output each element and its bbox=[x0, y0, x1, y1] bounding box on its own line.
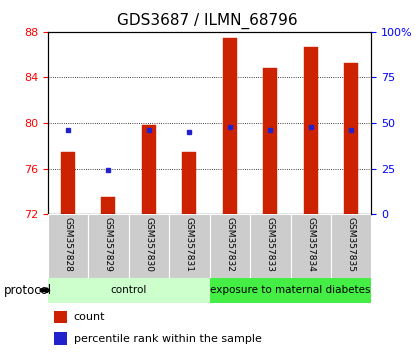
Text: control: control bbox=[110, 285, 147, 295]
Bar bbox=[223, 38, 237, 214]
Bar bbox=[331, 214, 371, 278]
Text: GSM357831: GSM357831 bbox=[185, 217, 194, 272]
Bar bbox=[344, 63, 358, 214]
Bar bbox=[48, 278, 210, 303]
Text: protocol: protocol bbox=[4, 284, 52, 297]
Bar bbox=[263, 68, 277, 214]
Text: percentile rank within the sample: percentile rank within the sample bbox=[73, 333, 261, 343]
Bar bbox=[182, 152, 196, 214]
Bar bbox=[129, 214, 169, 278]
Bar bbox=[88, 214, 129, 278]
Bar bbox=[54, 311, 67, 324]
Bar bbox=[101, 197, 115, 214]
Bar bbox=[61, 152, 75, 214]
Text: GSM357833: GSM357833 bbox=[266, 217, 275, 272]
Text: GSM357830: GSM357830 bbox=[144, 217, 154, 272]
Text: GSM357832: GSM357832 bbox=[225, 217, 234, 272]
Bar bbox=[304, 47, 318, 214]
Bar bbox=[169, 214, 210, 278]
Text: count: count bbox=[73, 312, 105, 322]
Text: GSM357829: GSM357829 bbox=[104, 217, 113, 272]
Bar bbox=[290, 214, 331, 278]
Bar bbox=[54, 332, 67, 345]
Bar bbox=[210, 214, 250, 278]
Bar bbox=[210, 278, 371, 303]
Text: exposure to maternal diabetes: exposure to maternal diabetes bbox=[210, 285, 371, 295]
Text: GSM357828: GSM357828 bbox=[63, 217, 73, 272]
Bar bbox=[142, 125, 156, 214]
Bar bbox=[48, 214, 88, 278]
Text: GSM357835: GSM357835 bbox=[347, 217, 356, 272]
Text: GDS3687 / ILMN_68796: GDS3687 / ILMN_68796 bbox=[117, 12, 298, 29]
Bar bbox=[250, 214, 290, 278]
Text: GSM357834: GSM357834 bbox=[306, 217, 315, 272]
